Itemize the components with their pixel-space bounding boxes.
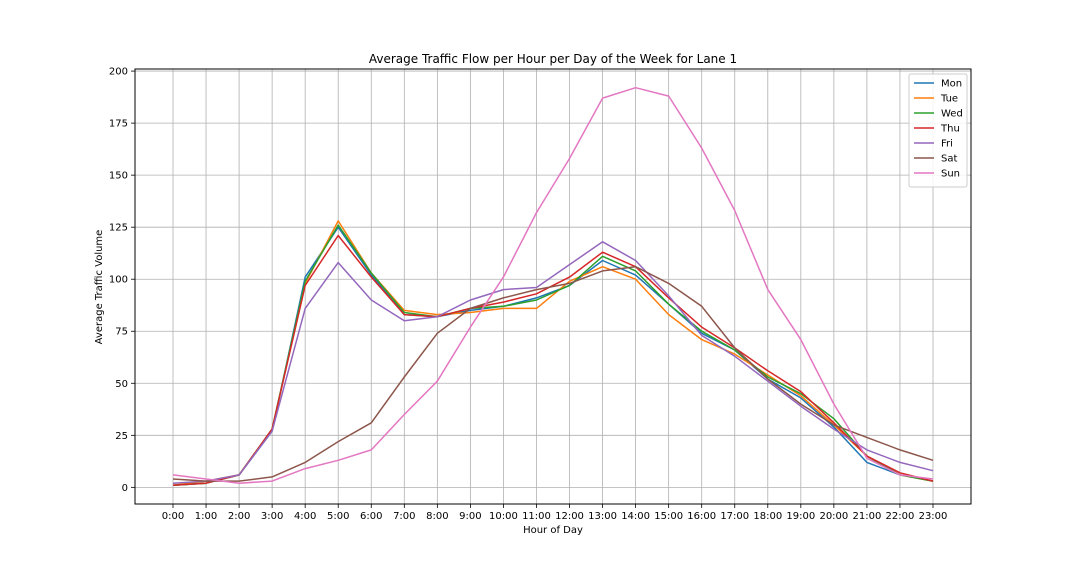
series-line-mon [172,226,934,487]
plot-area-frame [134,68,972,505]
legend-label-mon: Mon [941,79,962,90]
series-line-sun [172,86,934,484]
grid-lines [135,69,971,504]
series-line-sat [172,265,934,482]
y-tick-label: 0 [122,483,128,494]
x-axis-title: Hour of Day [523,525,583,536]
x-tick-label: 2:00 [228,511,250,522]
legend-label-fri: Fri [941,139,953,150]
x-tick-label: 15:00 [654,511,683,522]
legend-label-wed: Wed [941,109,963,120]
legend-label-tue: Tue [940,94,958,105]
x-tick-label: 22:00 [886,511,915,522]
y-tick-label: 75 [115,327,128,338]
x-tick-label: 8:00 [426,511,448,522]
y-tick-label: 150 [109,171,128,182]
y-tick-label: 200 [109,67,128,78]
x-tick-label: 3:00 [261,511,283,522]
series-line-fri [172,241,934,484]
legend: Mon Tue Wed Thu Fri Sat Sun [908,73,968,188]
legend-label-sun: Sun [941,169,960,180]
legend-label-sat: Sat [941,154,957,165]
x-tick-label: 19:00 [786,511,815,522]
y-tick-label: 175 [109,119,128,130]
series-line-wed [172,224,934,487]
x-tick-label: 23:00 [919,511,948,522]
x-tick-label: 5:00 [327,511,349,522]
y-tick-label: 25 [115,431,128,442]
x-tick-label: 18:00 [753,511,782,522]
x-tick-label: 14:00 [621,511,650,522]
chart-title: Average Traffic Flow per Hour per Day of… [369,52,737,66]
x-tick-label: 1:00 [195,511,217,522]
y-tick-label: 100 [109,275,128,286]
x-tick-label: 0:00 [162,511,184,522]
x-tick-label: 7:00 [393,511,415,522]
x-tick-label: 17:00 [720,511,749,522]
x-tick-label: 4:00 [294,511,316,522]
y-axis-title: Average Traffic Volume [94,230,105,345]
x-tick-label: 21:00 [852,511,881,522]
x-tick-label: 9:00 [459,511,481,522]
y-tick-label: 125 [109,223,128,234]
x-tick-label: 13:00 [588,511,617,522]
legend-label-thu: Thu [940,124,960,135]
x-tick-label: 11:00 [522,511,551,522]
x-tick-label: 12:00 [555,511,584,522]
x-tick-label: 6:00 [360,511,382,522]
x-tick-label: 10:00 [489,511,518,522]
series-line-tue [172,220,934,487]
series-line-thu [172,234,934,487]
y-tick-label: 50 [115,379,128,390]
x-tick-label: 20:00 [819,511,848,522]
axis-ticks: 0:00 1:00 2:00 3:00 4:00 5:00 6:00 7:00 8:00 9:00… [109,67,948,522]
x-tick-label: 16:00 [687,511,716,522]
series-lines [172,86,934,487]
